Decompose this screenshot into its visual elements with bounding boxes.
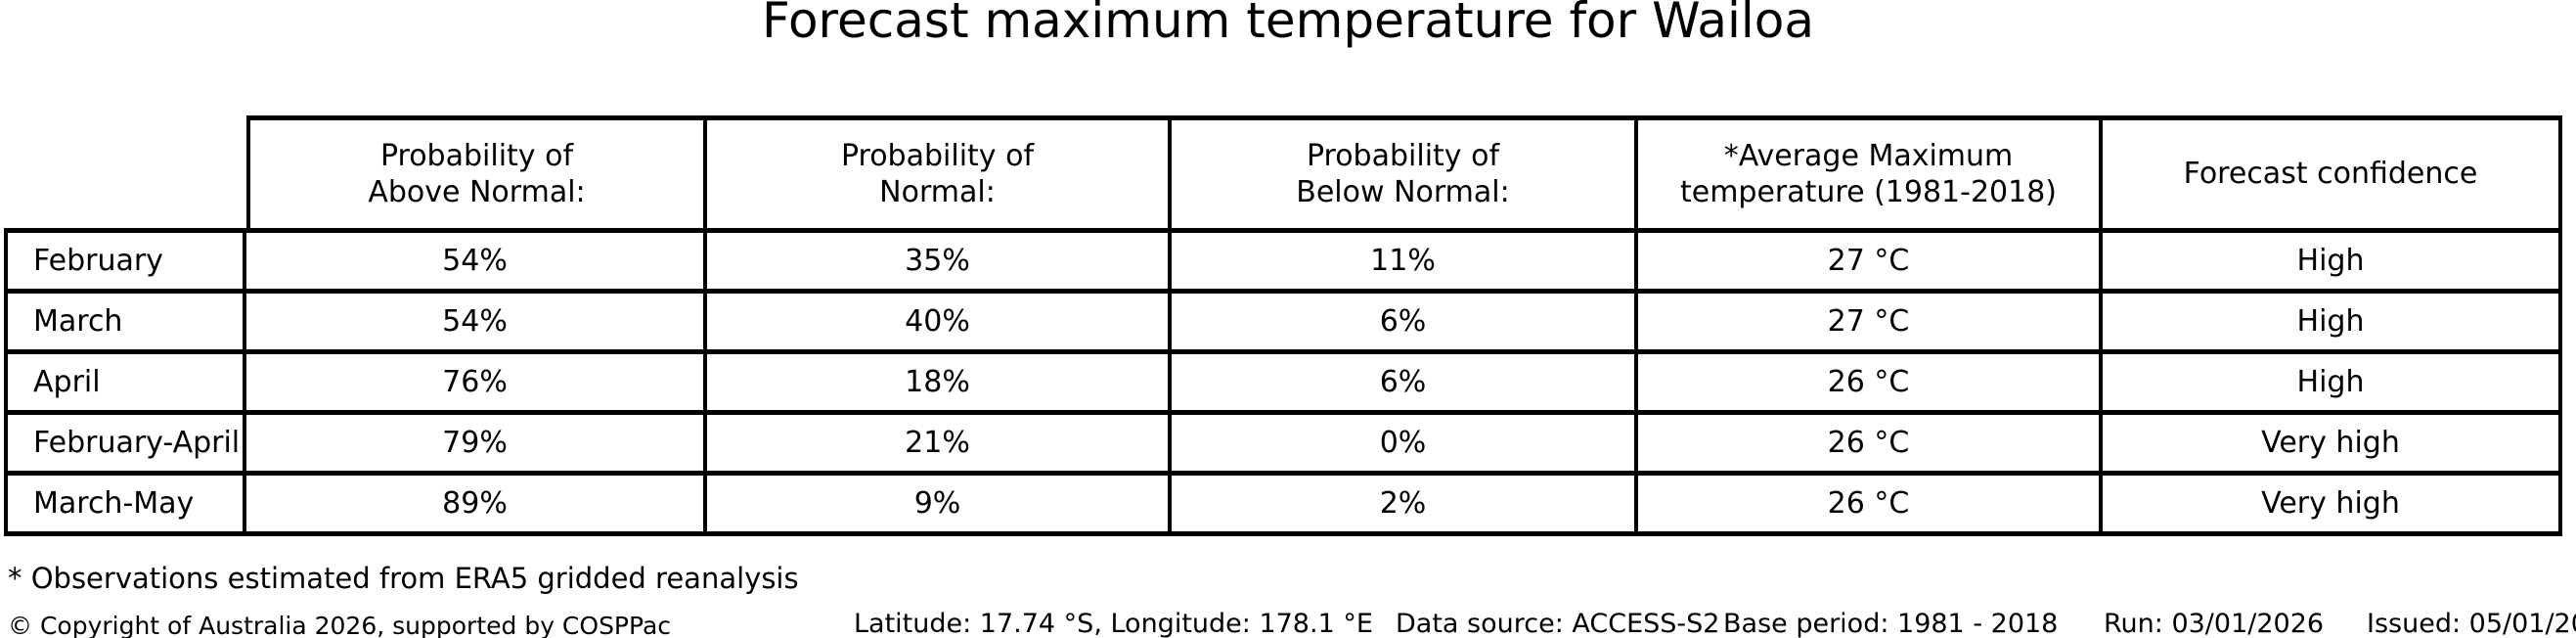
cell-average-max-temp: 26 °C (1638, 354, 2103, 415)
cell-confidence: High (2103, 294, 2562, 354)
cell-average-max-temp: 27 °C (1638, 294, 2103, 354)
header-row: Probability of Above Normal: Probability… (4, 115, 2562, 233)
row-header-period: February (4, 233, 246, 294)
header-above-normal: Probability of Above Normal: (246, 115, 707, 233)
table-row-march-may: March-May 89% 9% 2% 26 °C Very high (4, 476, 2562, 536)
page-title: Forecast maximum temperature for Wailoa (761, 0, 1814, 49)
row-header-period: March (4, 294, 246, 354)
row-header-period: February-April (4, 415, 246, 476)
lat-lon-text: Latitude: 17.74 °S, Longitude: 178.1 °E (854, 609, 1373, 638)
cell-confidence: Very high (2103, 415, 2562, 476)
table-row-february: February 54% 35% 11% 27 °C High (4, 233, 2562, 294)
cell-above-normal: 76% (246, 354, 707, 415)
cell-above-normal: 54% (246, 233, 707, 294)
table-row-march: March 54% 40% 6% 27 °C High (4, 294, 2562, 354)
cell-average-max-temp: 27 °C (1638, 233, 2103, 294)
row-header-period: April (4, 354, 246, 415)
cell-confidence: High (2103, 233, 2562, 294)
cell-below-normal: 6% (1172, 354, 1638, 415)
issued-date-text: Issued: 05/01/2026 (2367, 609, 2576, 638)
observations-footnote: * Observations estimated from ERA5 gridd… (8, 562, 799, 595)
forecast-table: Probability of Above Normal: Probability… (4, 115, 2562, 536)
run-date-text: Run: 03/01/2026 (2104, 609, 2325, 638)
table-row-april: April 76% 18% 6% 26 °C High (4, 354, 2562, 415)
cell-below-normal: 11% (1172, 233, 1638, 294)
cell-normal: 9% (707, 476, 1172, 536)
cell-average-max-temp: 26 °C (1638, 415, 2103, 476)
cell-normal: 21% (707, 415, 1172, 476)
cell-above-normal: 79% (246, 415, 707, 476)
row-header-period: March-May (4, 476, 246, 536)
header-blank-cell (4, 115, 246, 233)
table-body: February 54% 35% 11% 27 °C High March 54… (4, 233, 2562, 536)
header-below-normal: Probability of Below Normal: (1172, 115, 1638, 233)
cell-below-normal: 0% (1172, 415, 1638, 476)
cell-below-normal: 2% (1172, 476, 1638, 536)
cell-confidence: High (2103, 354, 2562, 415)
header-average-max-temp: *Average Maximum temperature (1981-2018) (1638, 115, 2103, 233)
cell-normal: 35% (707, 233, 1172, 294)
cell-above-normal: 89% (246, 476, 707, 536)
cell-normal: 18% (707, 354, 1172, 415)
data-source-text: Data source: ACCESS-S2 (1396, 609, 1720, 638)
copyright-text: © Copyright of Australia 2026, supported… (8, 612, 672, 638)
base-period-text: Base period: 1981 - 2018 (1723, 609, 2059, 638)
cell-normal: 40% (707, 294, 1172, 354)
cell-confidence: Very high (2103, 476, 2562, 536)
cell-average-max-temp: 26 °C (1638, 476, 2103, 536)
cell-above-normal: 54% (246, 294, 707, 354)
header-forecast-confidence: Forecast confidence (2103, 115, 2562, 233)
header-normal: Probability of Normal: (707, 115, 1172, 233)
cell-below-normal: 6% (1172, 294, 1638, 354)
table-row-february-april: February-April 79% 21% 0% 26 °C Very hig… (4, 415, 2562, 476)
